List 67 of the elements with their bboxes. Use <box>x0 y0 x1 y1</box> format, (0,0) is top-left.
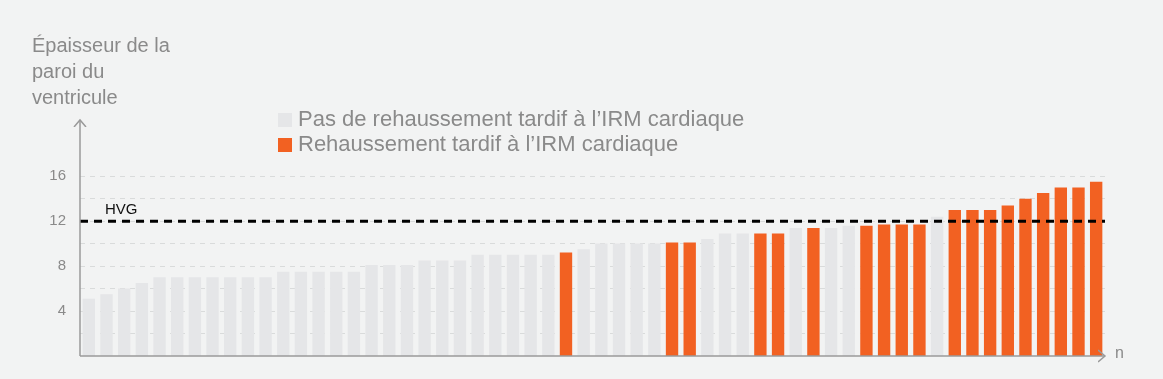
y-tick-label: 12 <box>49 211 66 229</box>
bar <box>1036 193 1050 356</box>
bar <box>224 277 237 356</box>
bar <box>1089 181 1103 356</box>
bar <box>842 225 855 356</box>
bar <box>665 242 679 356</box>
bar <box>754 233 767 356</box>
bar <box>542 254 555 356</box>
bar <box>347 271 361 356</box>
y-axis-title: Épaisseur de la paroi du ventricule <box>32 33 171 110</box>
bar <box>771 233 785 356</box>
bar <box>418 260 431 356</box>
bar <box>436 260 449 356</box>
bar <box>471 254 484 356</box>
bar <box>100 294 113 356</box>
bar <box>824 227 838 356</box>
bar <box>807 227 820 356</box>
x-axis-title: n <box>1115 344 1124 362</box>
ref-line-label: HVG <box>105 199 138 217</box>
bar <box>330 271 343 356</box>
bar <box>1019 198 1032 356</box>
bar <box>948 209 961 356</box>
bar <box>895 224 908 356</box>
bar <box>860 225 873 356</box>
bar <box>153 277 166 356</box>
legend-label: Pas de rehaussement tardif à l’IRM cardiaque <box>298 106 745 132</box>
bar <box>365 264 378 356</box>
bar <box>559 252 573 356</box>
bar <box>188 277 202 356</box>
bar <box>913 224 926 356</box>
bar <box>277 271 290 356</box>
bar <box>930 216 944 356</box>
bar <box>683 242 696 356</box>
bar <box>630 243 643 356</box>
bar <box>259 277 272 356</box>
y-tick-label: 4 <box>57 301 66 319</box>
bar <box>1001 205 1014 356</box>
bar <box>595 243 608 356</box>
bar <box>983 209 997 356</box>
bar <box>1054 187 1067 356</box>
bar <box>206 277 219 356</box>
y-tick-label: 8 <box>57 256 66 274</box>
bar <box>135 282 149 356</box>
bar <box>400 264 414 356</box>
bar <box>612 243 626 356</box>
bar <box>1072 187 1085 356</box>
bar <box>294 271 308 356</box>
bar <box>736 233 749 356</box>
legend-label: Rehaussement tardif à l’IRM cardiaque <box>298 131 679 157</box>
bar <box>241 277 255 356</box>
bar <box>877 224 891 356</box>
bar <box>577 249 590 356</box>
bar <box>789 227 802 356</box>
bar <box>648 243 661 356</box>
bar <box>524 254 537 356</box>
y-tick-label: 16 <box>49 166 66 184</box>
bar <box>82 298 96 356</box>
bar <box>506 254 520 356</box>
bar <box>118 288 131 356</box>
bar <box>312 271 325 356</box>
bar <box>966 209 979 356</box>
bar <box>453 260 467 356</box>
bar <box>489 254 502 356</box>
bar <box>718 233 732 356</box>
bar <box>383 264 396 356</box>
bar <box>701 239 714 356</box>
bar <box>171 277 184 356</box>
